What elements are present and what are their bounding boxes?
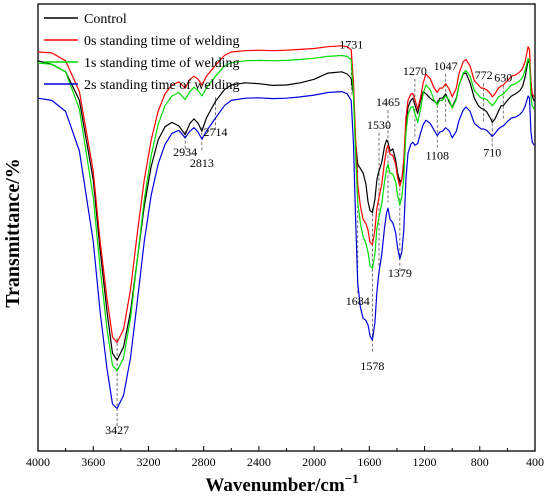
legend: Control 0s standing time of welding 1s sta…	[44, 12, 240, 93]
peak-label-1379: 1379	[388, 266, 412, 280]
peak-label-1731: 1731	[339, 37, 363, 51]
peak-label-2934: 2934	[173, 145, 197, 159]
x-tick-label: 2800	[192, 455, 216, 469]
peak-label-1108: 1108	[425, 149, 449, 163]
series-line-3	[37, 91, 535, 409]
x-tick-label: 3200	[136, 455, 160, 469]
peak-guide-lines	[116, 52, 504, 426]
x-tick-label: 2000	[302, 455, 326, 469]
legend-label-1: 0s standing time of welding	[84, 34, 240, 49]
x-tick-label: 1600	[357, 455, 381, 469]
x-axis-ticks: 4000 3600 3200 2800 2400 2000 1600 1200 800 400	[26, 446, 544, 469]
x-axis-title: Wavenumber/cm−1	[205, 471, 358, 496]
legend-label-0: Control	[84, 12, 127, 27]
x-tick-label: 1200	[413, 455, 437, 469]
legend-label-2: 1s standing time of welding	[84, 56, 240, 71]
peak-label-1047: 1047	[434, 59, 458, 73]
peak-label-710: 710	[483, 145, 501, 159]
x-tick-label: 3600	[81, 455, 105, 469]
peak-label-1578: 1578	[360, 359, 384, 373]
x-tick-label: 800	[471, 455, 489, 469]
peak-label-1684: 1684	[346, 294, 370, 308]
peak-label-630: 630	[494, 71, 512, 85]
peak-label-772: 772	[475, 68, 493, 82]
x-axis-title-superscript: −1	[345, 471, 359, 486]
peak-label-1530: 1530	[367, 118, 391, 132]
peak-label-2813: 2813	[190, 156, 214, 170]
y-axis-title: Transmittance/%	[2, 158, 24, 308]
peak-label-2714: 2714	[204, 125, 228, 139]
series-line-2	[37, 54, 535, 372]
legend-label-3: 2s standing time of welding	[84, 78, 240, 93]
series-line-1	[37, 45, 535, 343]
peak-label-3427: 3427	[105, 423, 129, 437]
series-line-0	[37, 60, 535, 361]
x-tick-label: 2400	[247, 455, 271, 469]
peak-label-1270: 1270	[403, 64, 427, 78]
series-layer	[37, 45, 535, 409]
x-tick-label: 4000	[26, 455, 50, 469]
peak-label-1465: 1465	[376, 95, 400, 109]
x-axis-title-text: Wavenumber/cm	[205, 475, 344, 496]
x-tick-label: 400	[526, 455, 544, 469]
